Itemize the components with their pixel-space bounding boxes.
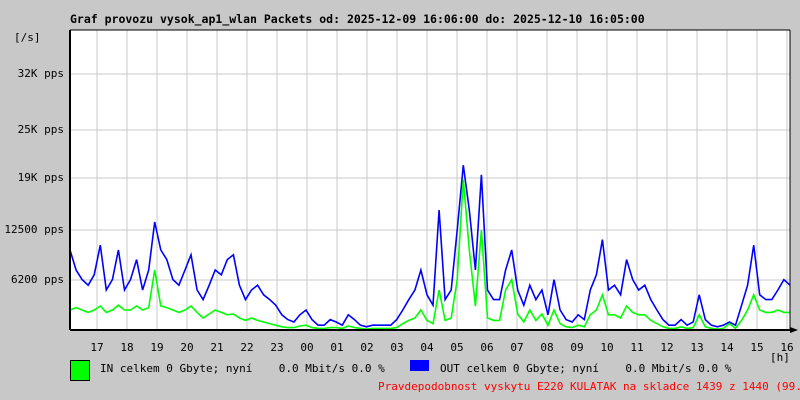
x-tick-label: 09 xyxy=(570,341,584,354)
x-tick-label: 18 xyxy=(120,341,134,354)
x-tick-label: 05 xyxy=(450,341,464,354)
x-tick-label: 15 xyxy=(750,341,764,354)
chart-title: Graf provozu vysok_ap1_wlan Packets od: … xyxy=(70,12,645,26)
x-tick-label: 01 xyxy=(330,341,344,354)
x-tick-label: 06 xyxy=(480,341,494,354)
x-tick-label: 08 xyxy=(540,341,554,354)
x-tick-label: 03 xyxy=(390,341,404,354)
y-tick-label: 12500 pps xyxy=(4,223,64,236)
legend-in-swatch xyxy=(70,360,90,381)
footer-note: Pravdepodobnost vyskytu E220 KULATAK na … xyxy=(378,380,800,393)
x-tick-label: 11 xyxy=(630,341,644,354)
x-tick-label: 12 xyxy=(660,341,674,354)
x-tick-label: 10 xyxy=(600,341,614,354)
legend-in-text: IN celkem 0 Gbyte; nyní 0.0 Mbit/s 0.0 % xyxy=(100,362,385,375)
x-tick-label: 14 xyxy=(720,341,734,354)
y-tick-label: 19K pps xyxy=(17,171,64,184)
y-tick-label: 32K pps xyxy=(17,67,64,80)
x-tick-label: 21 xyxy=(210,341,224,354)
x-tick-label: 19 xyxy=(150,341,164,354)
x-tick-label: 23 xyxy=(270,341,284,354)
x-tick-label: 13 xyxy=(690,341,704,354)
x-axis-arrow-icon xyxy=(790,327,798,333)
x-tick-label: 00 xyxy=(300,341,314,354)
y-axis-unit: [/s] xyxy=(14,31,41,44)
series-in-line xyxy=(69,179,790,331)
x-tick-label: 16 xyxy=(780,341,794,354)
legend-out-swatch xyxy=(410,360,429,371)
series-out-line xyxy=(69,165,791,328)
y-tick-label: 6200 pps xyxy=(11,273,64,286)
x-tick-label: 04 xyxy=(420,341,434,354)
legend-out-text: OUT celkem 0 Gbyte; nyní 0.0 Mbit/s 0.0 … xyxy=(440,362,732,375)
x-tick-label: 17 xyxy=(90,341,104,354)
y-tick-label: 25K pps xyxy=(17,123,64,136)
x-tick-label: 20 xyxy=(180,341,194,354)
x-tick-label: 07 xyxy=(510,341,524,354)
x-axis-unit: [h] xyxy=(770,351,790,364)
x-tick-label: 02 xyxy=(360,341,374,354)
x-tick-label: 22 xyxy=(240,341,254,354)
